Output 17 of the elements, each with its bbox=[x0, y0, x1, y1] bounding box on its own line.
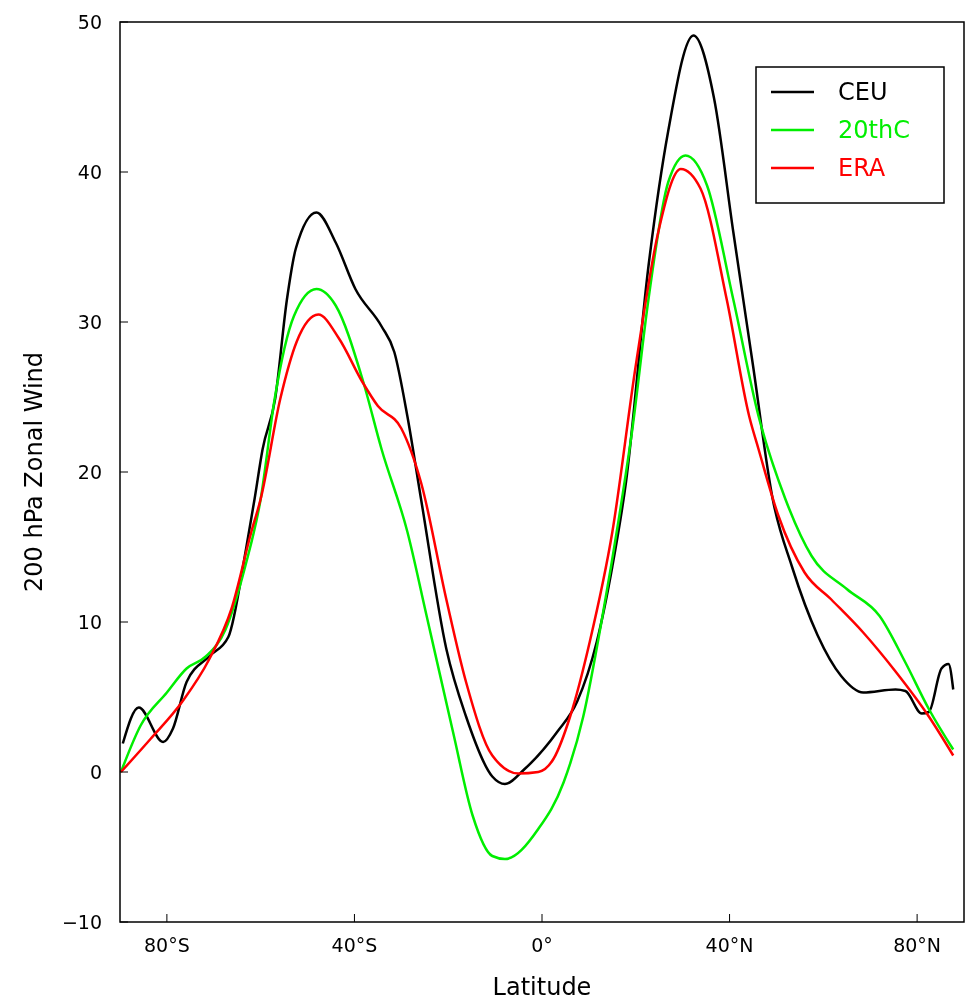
x-tick-label: 40°N bbox=[705, 934, 754, 956]
x-tick-label: 0° bbox=[531, 934, 553, 956]
legend-label: ERA bbox=[838, 154, 886, 183]
x-axis-title: Latitude bbox=[492, 973, 592, 1001]
y-tick-label: 0 bbox=[89, 760, 102, 783]
y-tick-label: 40 bbox=[77, 160, 102, 183]
y-tick-label: 10 bbox=[77, 610, 102, 633]
y-tick-label: 20 bbox=[77, 460, 102, 483]
x-tick-label: 80°N bbox=[893, 934, 942, 956]
y-tick-label: 30 bbox=[77, 310, 102, 333]
y-tick-label: 50 bbox=[77, 10, 102, 33]
x-tick-label: 40°S bbox=[331, 934, 378, 956]
legend-label: CEU bbox=[838, 78, 888, 107]
x-tick-label: 80°S bbox=[144, 934, 190, 956]
legend-label: 20thC bbox=[838, 116, 910, 145]
y-axis-title: 200 hPa Zonal Wind bbox=[20, 351, 48, 593]
y-tick-label: −10 bbox=[61, 910, 102, 933]
